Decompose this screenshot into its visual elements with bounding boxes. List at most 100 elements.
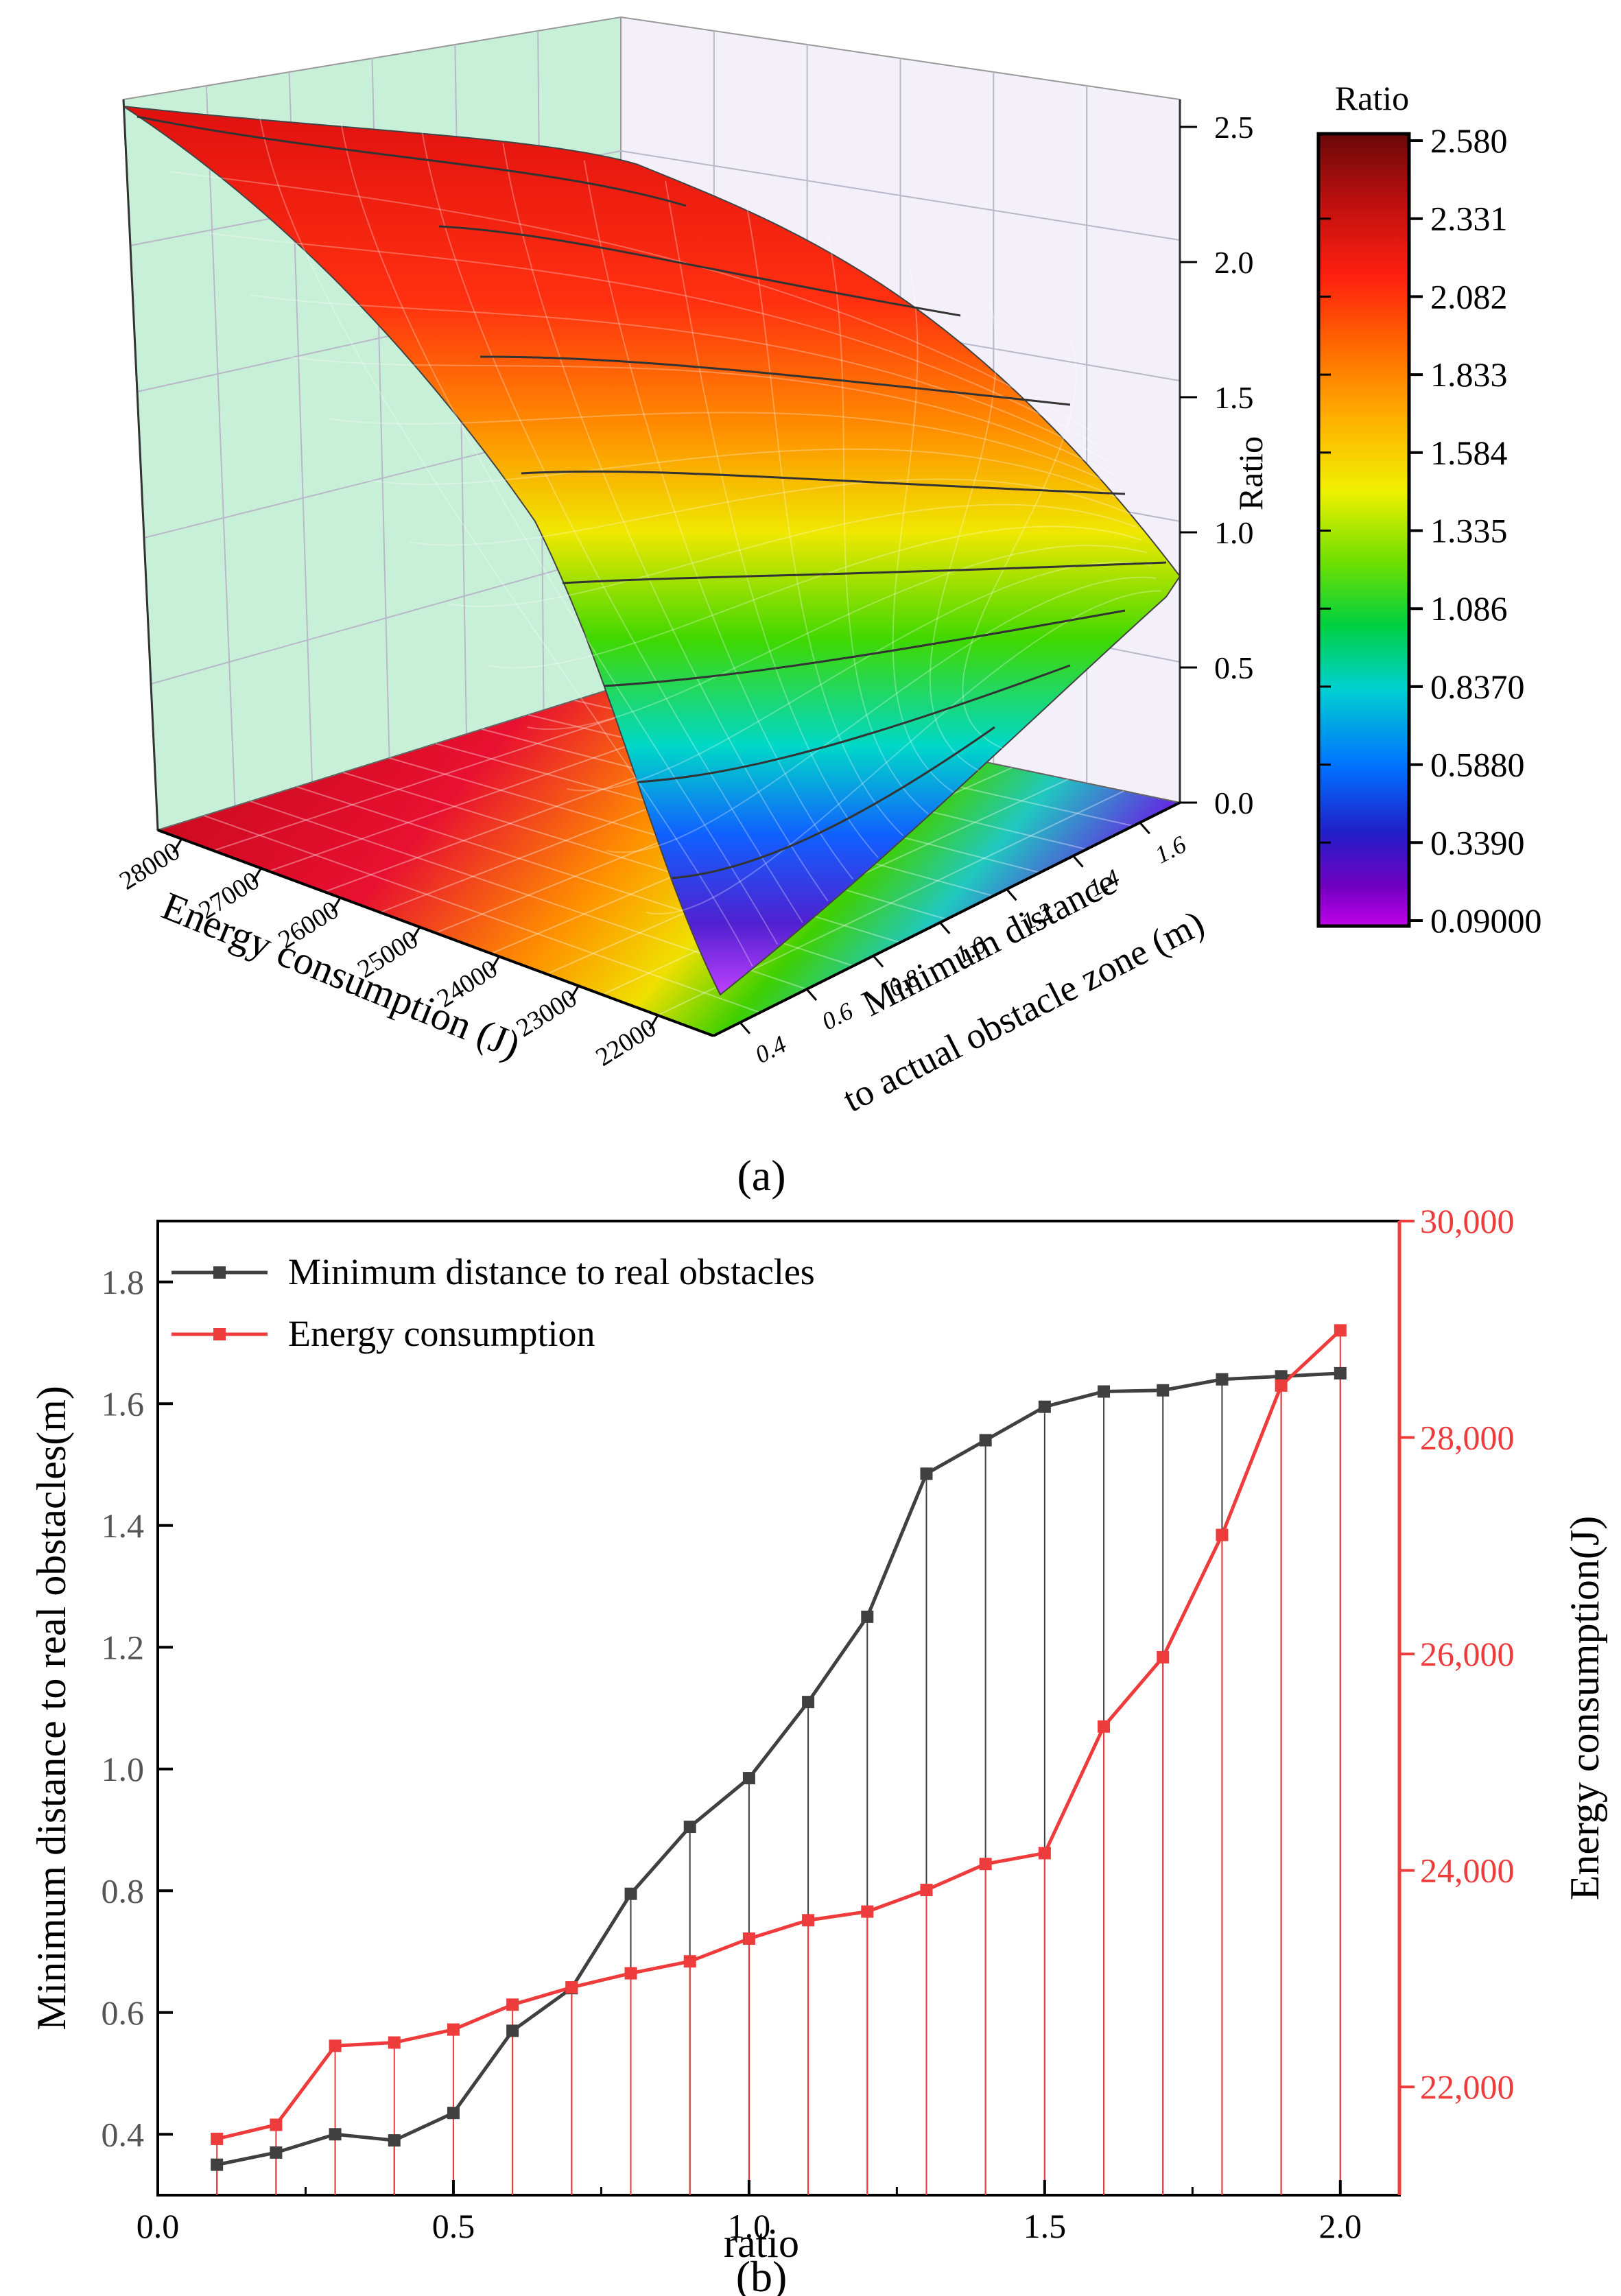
y-tick-label: 0.6 (817, 997, 857, 1035)
data-point-distance (742, 1772, 755, 1785)
z-tick-label: 1.0 (1214, 515, 1254, 550)
x-tick-mark (252, 867, 262, 883)
contour-line (562, 561, 1167, 584)
right-y-axis-label: Energy consumption(J) (1562, 1516, 1607, 1900)
data-point-distance (1038, 1400, 1051, 1413)
data-point-distance (1216, 1373, 1229, 1386)
data-point-energy (270, 2118, 283, 2131)
z-tick-label: 2.5 (1214, 110, 1254, 145)
z-axis-ticks: 2.5 2.0 1.5 1.0 0.5 0.0 (1180, 110, 1254, 820)
z-tick-label: 1.5 (1214, 380, 1254, 415)
panel-b-line-chart: 0.0 0.5 1.0 1.5 2.0 0.4 0.6 0.8 1.0 1.2 1.4 1.6 1.8… (29, 1202, 1607, 2296)
data-point-energy (742, 1932, 755, 1945)
x-axis-ticks: 0.0 0.5 1.0 1.5 2.0 (137, 2180, 1362, 2245)
x-axis-line (157, 829, 714, 1037)
mesh-line (329, 412, 1123, 490)
mesh-line (827, 233, 929, 815)
z-axis-label: Ratio (1231, 436, 1270, 510)
data-point-distance (329, 2128, 342, 2141)
y-tick-label: 1.6 (102, 1384, 145, 1423)
floor-gridline (213, 697, 677, 851)
mesh-line (502, 143, 829, 901)
data-point-distance (1275, 1370, 1288, 1383)
y-tick-label: 0.6 (102, 1993, 145, 2032)
x-tick-label: 22000 (591, 1013, 661, 1072)
right-y-axis-ticks: 22,000 24,000 26,000 28,000 30,000 (1399, 1202, 1515, 2106)
x-tick-mark (648, 1015, 659, 1030)
contour-line (603, 609, 1126, 687)
y-tick-label: 1.0 (102, 1750, 145, 1788)
data-point-energy (447, 2023, 460, 2036)
legend-label-energy: Energy consumption (288, 1313, 595, 1354)
data-point-energy (1334, 1324, 1347, 1337)
data-point-distance (683, 1821, 696, 1834)
colorbar-tick-label: 1.086 (1430, 589, 1508, 628)
y-tick-label: 0.4 (750, 1030, 790, 1069)
series-line-distance (216, 1371, 1340, 2167)
x-tick-mark (490, 956, 500, 971)
mesh-line (746, 205, 904, 837)
mesh-line (249, 294, 1113, 464)
data-point-distance (802, 1696, 815, 1709)
data-point-energy (1216, 1528, 1229, 1541)
x-axis-label: ratio (724, 2221, 799, 2266)
legend-label-distance: Minimum distance to real obstacles (288, 1251, 815, 1292)
mesh-line (209, 233, 1108, 452)
y-tick-mark (1006, 888, 1017, 901)
data-point-distance (920, 1467, 933, 1480)
data-point-energy (920, 1884, 933, 1897)
mesh-line (567, 561, 1152, 792)
floor-gridline (204, 815, 761, 1013)
legend-marker-distance (213, 1266, 226, 1279)
y2-tick-label: 22,000 (1420, 2068, 1515, 2106)
data-point-energy (388, 2036, 401, 2049)
colorbar-tick-label: 0.3390 (1430, 823, 1525, 862)
colorbar-ticks: 2.580 2.331 2.082 1.833 1.584 1.335 1.086 0.837… (1318, 121, 1542, 940)
z-tick-label: 2.0 (1214, 245, 1254, 280)
colorbar-tick-label: 0.8370 (1430, 667, 1525, 706)
left-y-axis-ticks: 0.4 0.6 0.8 1.0 1.2 1.4 1.6 1.8 (102, 1263, 173, 2153)
mesh-line (421, 130, 803, 923)
panel-a-surface-plot: 2.52.01.51.00.50.0 Ratio 28000 27000 26000… (115, 16, 1542, 1200)
data-point-energy (1098, 1720, 1111, 1733)
colorbar-tick-label: 1.584 (1430, 434, 1508, 472)
panel-b-label: (b) (736, 2252, 788, 2296)
data-point-distance (1098, 1385, 1111, 1398)
colorbar (1316, 132, 1411, 928)
data-point-distance (1157, 1384, 1170, 1397)
colorbar-tick-label: 1.833 (1430, 355, 1508, 394)
x-tick-label: 2.0 (1319, 2207, 1362, 2245)
data-point-energy (506, 1998, 519, 2011)
z-tick-label: 0.5 (1214, 650, 1254, 685)
mesh-line (289, 356, 1118, 477)
colorbar-tick-label: 0.5880 (1430, 746, 1525, 784)
colorbar-title: Ratio (1335, 79, 1409, 117)
y-tick-label: 1.2 (102, 1628, 145, 1666)
legend-marker-energy (213, 1328, 226, 1340)
data-point-energy (211, 2132, 224, 2145)
y-tick-mark (739, 1021, 750, 1034)
plot-frame (156, 1220, 1401, 2197)
y2-tick-label: 30,000 (1420, 1202, 1515, 1240)
data-point-energy (565, 1981, 578, 1994)
series-markers (211, 1324, 1347, 2171)
data-point-energy (1157, 1650, 1170, 1664)
y-tick-label: 1.6 (1150, 830, 1190, 868)
x-tick-label: 0.5 (432, 2207, 475, 2245)
y-axis-line (713, 801, 1181, 1037)
x-tick-label: 1.5 (1024, 2207, 1067, 2245)
panel-a-label: (a) (737, 1151, 785, 1200)
wall-gridline (150, 552, 622, 685)
y2-tick-label: 24,000 (1420, 1851, 1515, 1890)
contour-line (480, 355, 1071, 406)
mesh-line (340, 120, 779, 945)
wall-gridline (620, 150, 1181, 241)
contour-line (672, 726, 995, 879)
colorbar-tick-label: 0.09000 (1430, 901, 1542, 940)
y-tick-label: 0.4 (102, 2115, 145, 2153)
data-point-energy (979, 1858, 992, 1871)
data-point-distance (506, 2024, 519, 2037)
z-tick-label: 0.0 (1214, 785, 1254, 820)
mesh-line (407, 478, 1133, 546)
wall-gridline (205, 85, 236, 807)
